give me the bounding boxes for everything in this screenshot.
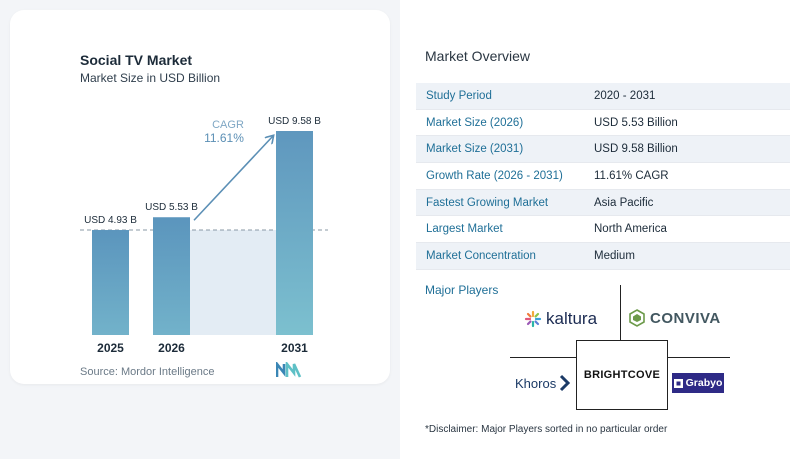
source-note: Source: Mordor Intelligence <box>80 366 215 378</box>
overview-row: Market Size (2026) USD 5.53 Billion <box>416 110 790 137</box>
bar-2026 <box>153 217 190 335</box>
kaltura-name: kaltura <box>546 309 598 328</box>
data-label-2026: USD 5.53 B <box>145 202 198 213</box>
data-label-2031: USD 9.58 B <box>268 116 321 127</box>
overview-row-value: 11.61% CAGR <box>594 169 669 182</box>
chart-title: Social TV Market <box>80 52 193 68</box>
overview-row: Growth Rate (2026 - 2031) 11.61% CAGR <box>416 163 790 190</box>
cagr-value: 11.61% <box>204 131 244 145</box>
mordor-logo-icon <box>276 362 302 378</box>
overview-row: Market Concentration Medium <box>416 243 790 270</box>
grabyo-logo: Grabyo <box>672 373 724 393</box>
divider <box>620 285 621 357</box>
tick-label-2031: 2031 <box>281 341 308 355</box>
tick-label-2026: 2026 <box>158 341 185 355</box>
overview-row-value: 2020 - 2031 <box>594 89 656 102</box>
bar-chart: CAGR 11.61% USD 4.93 B USD 5.53 B USD 9.58… <box>80 116 328 355</box>
kaltura-logo: kaltura <box>524 309 597 329</box>
overview-row-label: Growth Rate (2026 - 2031) <box>426 169 563 182</box>
cagr-arrow <box>193 136 273 221</box>
overview-row-label: Market Concentration <box>426 249 536 262</box>
overview-row-label: Market Size (2026) <box>426 116 524 129</box>
overview-row-value: North America <box>594 223 667 236</box>
overview-row: Largest Market North America <box>416 216 790 244</box>
khoros-icon <box>560 374 571 392</box>
bar-2031 <box>276 131 313 335</box>
overview-row-label: Largest Market <box>426 223 503 236</box>
cagr-label: CAGR <box>212 119 244 131</box>
overview-row: Fastest Growing Market Asia Pacific <box>416 189 790 217</box>
brightcove-logo: BRIGHTCOVE <box>576 340 668 410</box>
data-label-2025: USD 4.93 B <box>84 215 137 226</box>
khoros-name: Khoros <box>515 375 557 391</box>
chart-subtitle: Market Size in USD Billion <box>80 71 221 85</box>
conviva-logo: CONVIVA <box>628 309 721 327</box>
overview-row: Study Period 2020 - 2031 <box>416 83 790 110</box>
overview-row-label: Market Size (2031) <box>426 143 524 156</box>
overview-title: Market Overview <box>425 48 531 64</box>
players-title: Major Players <box>425 283 499 297</box>
growth-shade <box>190 230 276 335</box>
overview-panel: Market Overview Study Period 2020 - 2031 M… <box>400 0 800 459</box>
grabyo-name: Grabyo <box>685 377 723 389</box>
overview-row: Market Size (2031) USD 9.58 Billion <box>416 136 790 164</box>
khoros-logo: Khoros <box>515 374 573 392</box>
grabyo-icon <box>673 378 683 388</box>
bar-2025 <box>92 230 129 335</box>
kaltura-icon <box>524 310 542 328</box>
overview-table: Study Period 2020 - 2031 Market Size (2026… <box>416 83 790 270</box>
overview-row-value: USD 5.53 Billion <box>594 116 678 129</box>
brightcove-name: BRIGHTCOVE <box>583 369 661 381</box>
tick-label-2025: 2025 <box>97 341 124 355</box>
overview-row-value: Medium <box>594 249 635 262</box>
conviva-name: CONVIVA <box>650 309 721 327</box>
overview-row-label: Study Period <box>426 89 492 102</box>
players-logos: kaltura CONVIVA BRIGHTCOVE Khoros Grabyo <box>510 285 732 410</box>
overview-row-value: USD 9.58 Billion <box>594 143 678 156</box>
overview-row-label: Fastest Growing Market <box>426 196 549 209</box>
conviva-icon <box>629 309 645 327</box>
disclaimer: *Disclaimer: Major Players sorted in no … <box>425 424 668 435</box>
overview-row-value: Asia Pacific <box>594 196 654 209</box>
